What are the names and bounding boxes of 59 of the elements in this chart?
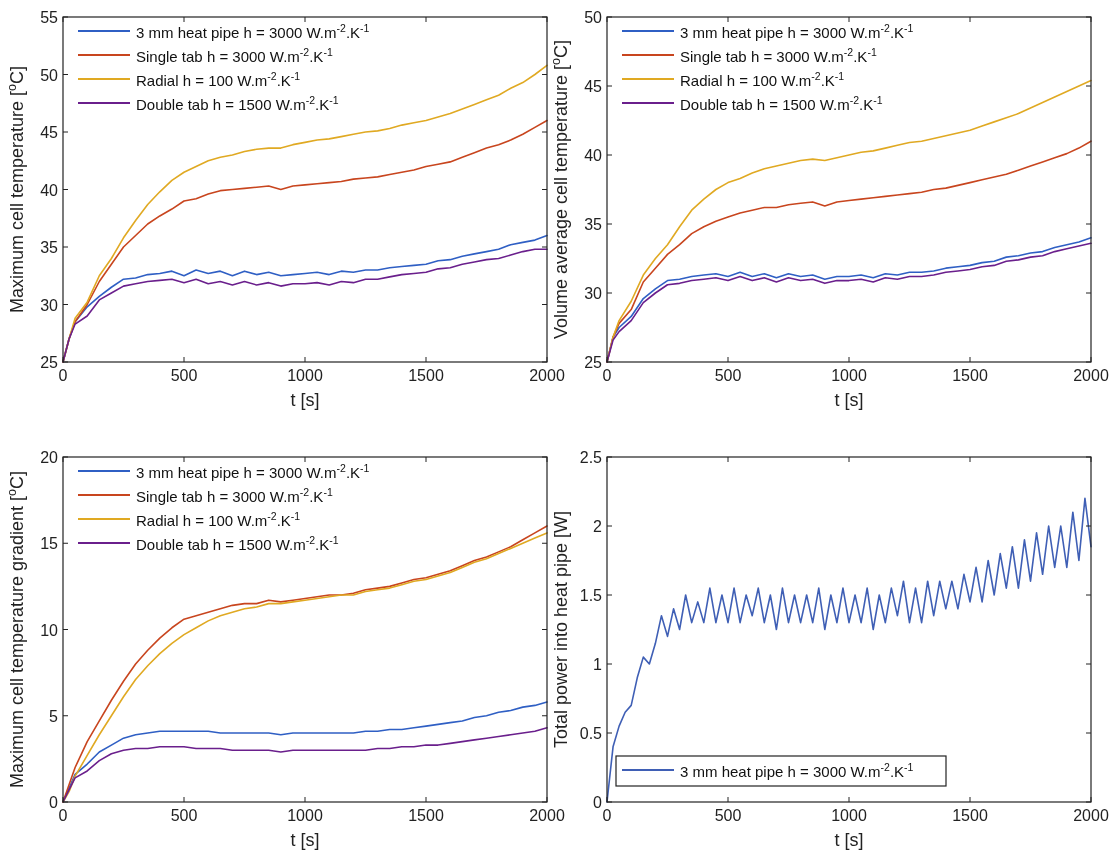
y-tick-label: 2 [593,518,603,535]
x-tick-label: 1500 [408,807,444,824]
y-tick-label: 45 [40,124,59,141]
x-axis-title: t [s] [290,390,320,410]
x-axis-title: t [s] [834,830,864,850]
x-axis-title: t [s] [834,390,864,410]
x-tick-label: 500 [170,367,198,384]
legend-label: Single tab h = 3000 W.m$^{-2}$.K$^{-1}$ [136,486,333,505]
x-tick-label: 2000 [1073,807,1109,824]
y-axis-title: Total power into heat pipe [W] [551,510,571,749]
x-tick-label: 1500 [952,807,988,824]
legend-label: Radial h = 100 W.m$^{-2}$.K$^{-1}$ [680,70,845,89]
legend-label: 3 mm heat pipe h = 3000 W.m$^{-2}$.K$^{-1}$ [680,22,914,41]
x-tick-label: 1500 [408,367,444,384]
x-axis-title: t [s] [290,830,320,850]
legend-label: Radial h = 100 W.m$^{-2}$.K$^{-1}$ [136,510,301,529]
y-tick-label: 20 [40,449,59,466]
legend-label: Single tab h = 3000 W.m$^{-2}$.K$^{-1}$ [136,46,333,65]
legend-label: 3 mm heat pipe h = 3000 W.m$^{-2}$.K$^{-1}$ [136,462,370,481]
y-tick-label: 2.5 [579,449,603,466]
y-tick-label: 35 [40,239,59,256]
x-tick-label: 500 [714,367,742,384]
y-tick-label: 40 [584,147,603,164]
y-tick-label: 5 [49,707,59,725]
y-tick-label: 55 [40,9,59,26]
legend-label: Double tab h = 1500 W.m$^{-2}$.K$^{-1}$ [680,94,883,113]
x-tick-label: 500 [714,807,742,824]
x-tick-label: 500 [170,807,198,824]
x-tick-label: 2000 [1073,367,1109,384]
x-tick-label: 1500 [952,367,988,384]
x-tick-label: 1000 [831,807,867,824]
y-tick-label: 0 [49,794,59,811]
y-tick-label: 35 [584,216,603,233]
y-tick-label: 50 [40,66,59,84]
x-tick-label: 1000 [287,367,323,384]
x-tick-label: 2000 [529,367,565,384]
legend-label: Double tab h = 1500 W.m$^{-2}$.K$^{-1}$ [136,534,339,553]
line-series [62,727,548,803]
legend-label: Double tab h = 1500 W.m$^{-2}$.K$^{-1}$ [136,94,339,113]
y-tick-label: 30 [584,285,603,302]
y-tick-label: 40 [40,181,59,199]
y-tick-label: 45 [584,78,603,95]
y-tick-label: 0 [593,794,603,811]
y-tick-label: 50 [584,9,603,26]
y-tick-label: 0.5 [579,725,603,742]
y-tick-label: 10 [40,621,59,639]
legend-label: 3 mm heat pipe h = 3000 W.m$^{-2}$.K$^{-1}$ [136,22,370,41]
legend-label: Radial h = 100 W.m$^{-2}$.K$^{-1}$ [136,70,301,89]
y-tick-label: 1.5 [579,587,603,604]
x-tick-label: 2000 [529,807,565,824]
y-tick-label: 15 [40,535,59,553]
y-tick-label: 25 [584,354,603,371]
x-tick-label: 1000 [831,367,867,384]
legend-label: Single tab h = 3000 W.m$^{-2}$.K$^{-1}$ [680,46,877,65]
y-tick-label: 25 [40,354,59,371]
legend-label: 3 mm heat pipe h = 3000 W.m$^{-2}$.K$^{-1}$ [680,761,914,780]
y-tick-label: 1 [593,656,603,673]
x-tick-label: 1000 [287,807,323,824]
y-tick-label: 30 [40,296,59,314]
